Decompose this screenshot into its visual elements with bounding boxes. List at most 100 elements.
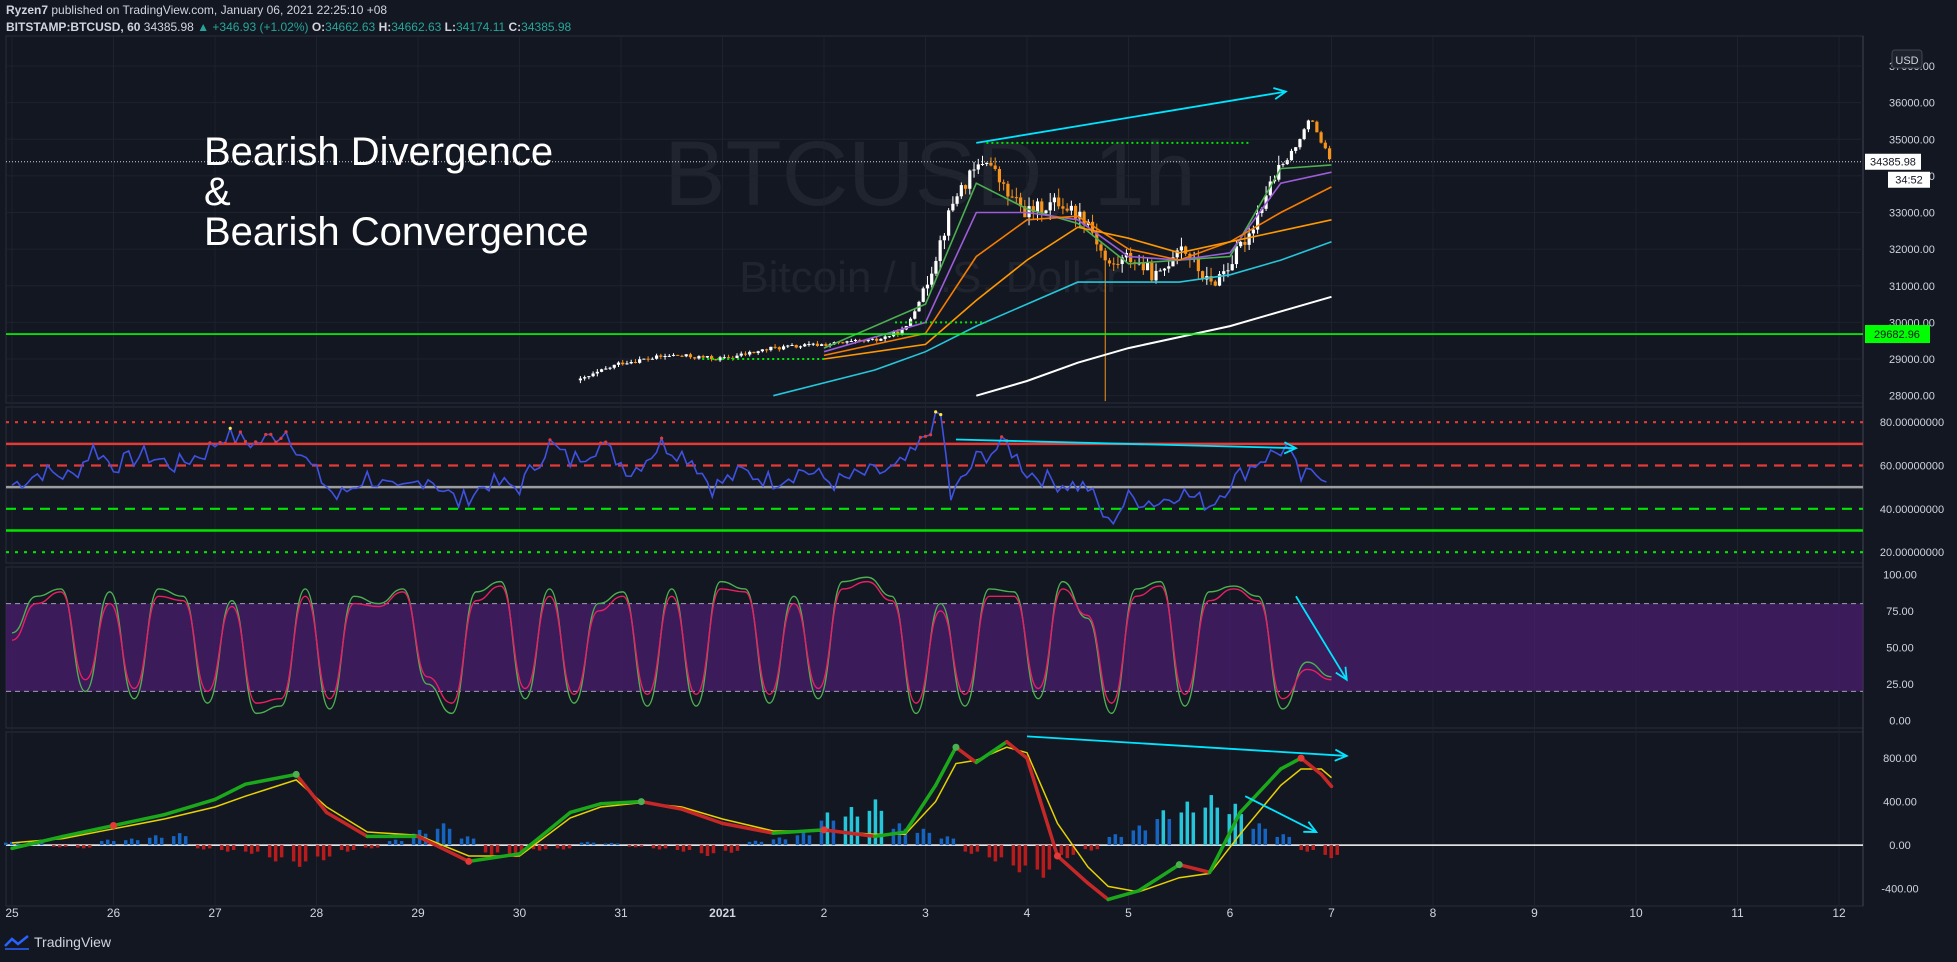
candle [773,346,777,348]
moving-average-line [976,295,1332,397]
macd-line-segment [416,834,471,864]
candle [578,378,582,381]
candle [1027,206,1031,218]
macd-histogram-bar [891,828,896,846]
macd-histogram-bar [63,845,68,847]
macd-line-segment [467,852,522,864]
candle [604,368,608,370]
stoch-tick-label: 75.00 [1886,606,1914,618]
candle [748,351,752,355]
macd-line-segment [933,745,958,788]
candle [934,260,938,274]
candle [595,371,599,374]
rsi-overbought-mark [208,441,212,445]
macd-histogram-bar [711,845,716,854]
price-tick-label: 35000.00 [1889,134,1935,146]
annotation-line-1: Bearish Divergence [204,130,554,174]
price-change: ▲ +346.93 (+1.02%) [197,20,309,34]
macd-histogram-bar [225,845,230,852]
candle [1243,241,1247,245]
macd-histogram-bar [639,845,644,847]
macd-histogram-bar [57,845,62,848]
candle [663,356,667,358]
candle [667,355,671,357]
macd-line-segment [954,745,978,765]
macd-histogram-bar [951,838,956,846]
candle [629,361,633,364]
chart-annotation[interactable]: Bearish Divergence & Bearish Convergence [204,132,589,252]
countdown-tag [1888,171,1930,188]
candle [930,273,934,285]
time-axis-label: 4 [1024,906,1031,920]
candle [798,346,803,348]
stoch-panel [6,576,1863,715]
candle [756,351,760,353]
candle [841,342,845,344]
candle [625,363,629,365]
tradingview-footer[interactable]: TradingView [4,934,111,950]
macd-histogram-bar [663,845,668,849]
time-axis-label: 30 [513,906,527,920]
open-value: 34662.63 [325,20,376,34]
rsi-overbought-mark [928,433,933,437]
candle [993,165,997,170]
candle [1035,201,1040,213]
macd-line-segment [1299,756,1324,777]
moving-average-line [823,171,1332,353]
candle [693,357,697,359]
macd-histogram-bar [1257,823,1262,846]
macd-histogram-bar [75,845,80,848]
macd-line-segment [639,799,684,811]
macd-histogram-bar [507,845,512,855]
candle [1162,268,1167,271]
macd-histogram-bar [657,845,662,850]
candle [858,339,862,341]
macd-tick-label: 800.00 [1883,753,1917,765]
candle [739,353,743,356]
macd-histogram-bar [801,832,806,846]
support-price-tag-text: 29682.96 [1874,329,1920,341]
macd-histogram-bar [513,845,518,858]
symbol-label[interactable]: BITSTAMP:BTCUSD, 60 [6,20,141,34]
macd-line-segment [903,783,938,834]
macd-line-segment [1279,756,1303,771]
candle [726,357,731,359]
macd-histogram-bar [1305,845,1310,852]
macd-histogram-bar [963,845,968,852]
last-price-tag [1865,153,1921,170]
candle [1090,221,1095,233]
stoch-tick-label: 50.00 [1886,643,1914,655]
macd-histogram-bar [399,841,404,846]
candle [896,331,900,335]
symbol-watermark: BTCUSD, 1h Bitcoin / U.S. Dollar [664,123,1196,302]
macd-histogram-bar [219,845,224,850]
candle [1217,274,1222,286]
macd-line-segment [1177,862,1212,875]
macd-histogram-bar [723,845,728,851]
candle [1200,271,1205,280]
currency-badge[interactable] [1891,49,1923,69]
macd-line-segment [1319,772,1334,789]
macd-histogram-bar [249,845,254,854]
rsi-overbought-mark [279,436,283,440]
macd-histogram-bar [327,845,332,857]
candle [1002,182,1006,184]
rsi-overbought-mark [923,434,928,438]
macd-histogram-bar [1263,828,1268,846]
macd-histogram-bar [915,832,920,846]
candle [676,354,680,356]
macd-line-segment [568,802,603,815]
publisher-name[interactable]: Ryzen7 [6,3,49,17]
candle [621,362,625,365]
candle [659,355,663,357]
macd-histogram-bar [435,828,440,846]
macd-line-segment [517,810,572,856]
candle [1099,244,1103,251]
macd-histogram-bar [627,845,632,847]
candle [765,349,769,351]
macd-line-segment [720,821,775,835]
macd-histogram-bar [975,845,980,852]
candle [1107,260,1112,264]
price-tick-label: 32000.00 [1889,244,1935,256]
